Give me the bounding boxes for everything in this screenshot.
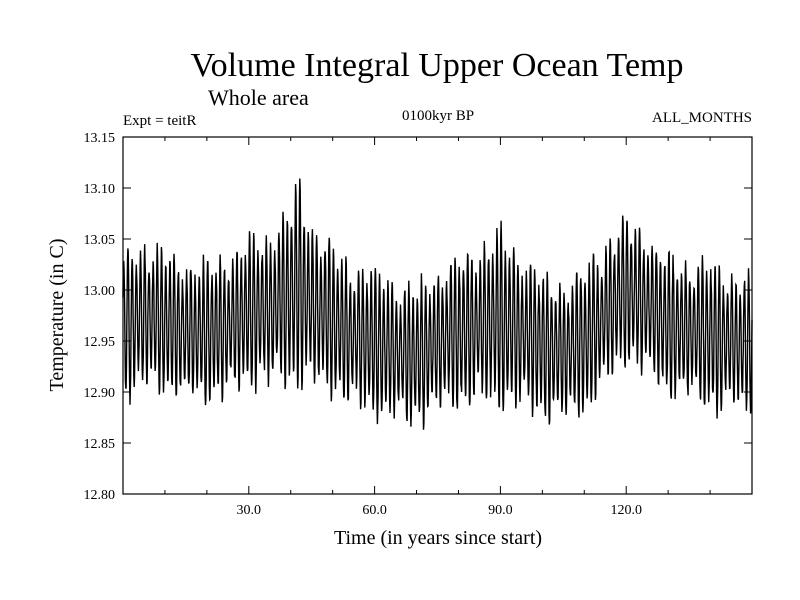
y-axis-label: Temperature (in C) [46,239,68,392]
y-tick-label: 12.90 [84,386,116,401]
x-axis-label: Time (in years since start) [334,527,542,549]
x-axis: 30.0 60.0 90.0 120.0 [164,137,711,518]
y-tick-label: 12.80 [84,488,116,503]
series-line [122,178,753,430]
chart-title: Volume Integral Upper Ocean Temp [191,47,684,84]
x-tick-label: 120.0 [610,503,642,518]
x-tick-label: 60.0 [362,503,387,518]
y-tick-label: 13.10 [84,182,116,197]
y-tick-label: 12.95 [84,335,116,350]
y-tick-label: 13.15 [84,131,116,146]
chart-subtitle: Whole area [208,85,309,110]
x-tick-label: 90.0 [488,503,513,518]
y-tick-label: 13.00 [84,284,116,299]
y-tick-label: 13.05 [84,233,116,248]
period-label: 0100kyr BP [402,108,474,124]
x-tick-label: 30.0 [237,503,262,518]
y-tick-label: 12.85 [84,437,116,452]
months-label: ALL_MONTHS [652,110,752,126]
experiment-label: Expt = teitR [123,113,196,129]
plot-frame [122,136,753,495]
